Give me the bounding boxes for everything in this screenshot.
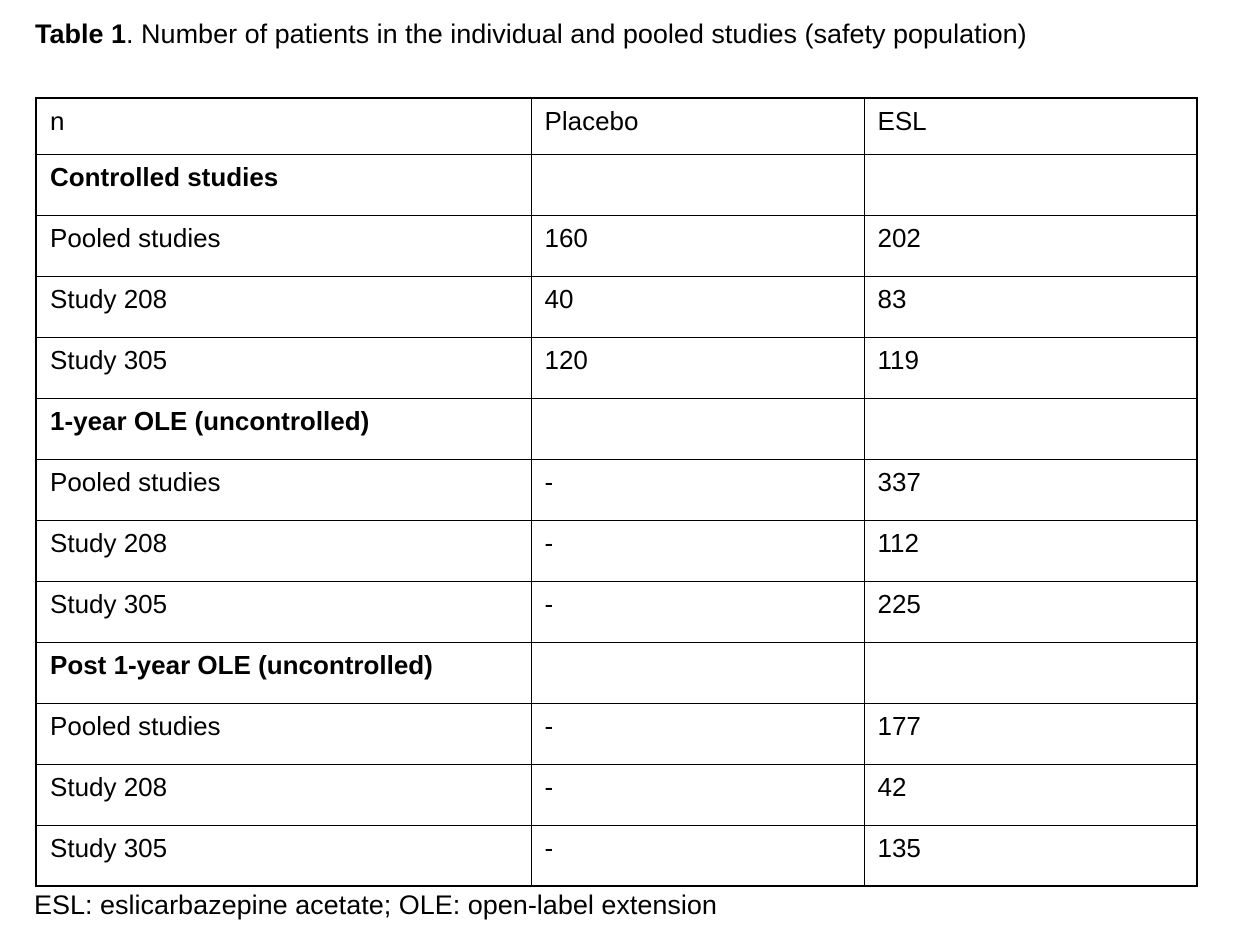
abbreviations-footnote: ESL: eslicarbazepine acetate; OLE: open-… — [34, 890, 717, 920]
table-caption-text: . Number of patients in the individual a… — [126, 19, 1027, 49]
esl-value-cell: 112 — [863, 519, 1198, 582]
column-header-esl: ESL — [863, 97, 1198, 155]
column-header-placebo: Placebo — [530, 97, 865, 155]
data-row-study-305: Study 305 - 135 — [35, 824, 1198, 887]
row-label-cell: 1-year OLE (uncontrolled) — [35, 397, 532, 460]
esl-value-cell: 177 — [863, 702, 1198, 765]
data-row-study-208: Study 208 40 83 — [35, 275, 1198, 338]
row-label-cell: Controlled studies — [35, 153, 532, 216]
data-row-study-305: Study 305 - 225 — [35, 580, 1198, 643]
placebo-value-cell: 160 — [530, 214, 865, 277]
esl-value-cell: 119 — [863, 336, 1198, 399]
data-row-pooled-studies: Pooled studies - 337 — [35, 458, 1198, 521]
row-label-cell: Pooled studies — [35, 214, 532, 277]
placebo-value-cell: - — [530, 519, 865, 582]
placebo-value-cell — [530, 153, 865, 216]
row-label-cell: Post 1-year OLE (uncontrolled) — [35, 641, 532, 704]
esl-value-cell: 337 — [863, 458, 1198, 521]
esl-value-cell — [863, 153, 1198, 216]
section-row-1-year-ole: 1-year OLE (uncontrolled) — [35, 397, 1198, 460]
esl-value-cell — [863, 397, 1198, 460]
column-header-n: n — [35, 97, 532, 155]
section-row-post-1-year-ole: Post 1-year OLE (uncontrolled) — [35, 641, 1198, 704]
row-label-cell: Study 305 — [35, 580, 532, 643]
placebo-value-cell: - — [530, 763, 865, 826]
patients-table: n Placebo ESL Controlled studies Pooled … — [35, 97, 1198, 887]
table-caption: Table 1. Number of patients in the indiv… — [35, 18, 1027, 50]
row-label-cell: Study 208 — [35, 275, 532, 338]
row-label-cell: Study 305 — [35, 824, 532, 887]
placebo-value-cell: 120 — [530, 336, 865, 399]
row-label-cell: Pooled studies — [35, 702, 532, 765]
row-label-cell: Study 208 — [35, 763, 532, 826]
table-caption-label: Table 1 — [35, 19, 127, 49]
esl-value-cell: 225 — [863, 580, 1198, 643]
data-row-study-305: Study 305 120 119 — [35, 336, 1198, 399]
header-row: n Placebo ESL — [35, 97, 1198, 155]
esl-value-cell: 202 — [863, 214, 1198, 277]
placebo-value-cell: - — [530, 702, 865, 765]
esl-value-cell — [863, 641, 1198, 704]
placebo-value-cell — [530, 641, 865, 704]
placebo-value-cell: - — [530, 824, 865, 887]
placebo-value-cell — [530, 397, 865, 460]
placebo-value-cell: - — [530, 458, 865, 521]
section-row-controlled-studies: Controlled studies — [35, 153, 1198, 216]
placebo-value-cell: - — [530, 580, 865, 643]
placebo-value-cell: 40 — [530, 275, 865, 338]
data-row-study-208: Study 208 - 112 — [35, 519, 1198, 582]
esl-value-cell: 135 — [863, 824, 1198, 887]
data-row-pooled-studies: Pooled studies - 177 — [35, 702, 1198, 765]
row-label-cell: Pooled studies — [35, 458, 532, 521]
data-row-study-208: Study 208 - 42 — [35, 763, 1198, 826]
esl-value-cell: 42 — [863, 763, 1198, 826]
esl-value-cell: 83 — [863, 275, 1198, 338]
row-label-cell: Study 208 — [35, 519, 532, 582]
row-label-cell: Study 305 — [35, 336, 532, 399]
data-row-pooled-studies: Pooled studies 160 202 — [35, 214, 1198, 277]
